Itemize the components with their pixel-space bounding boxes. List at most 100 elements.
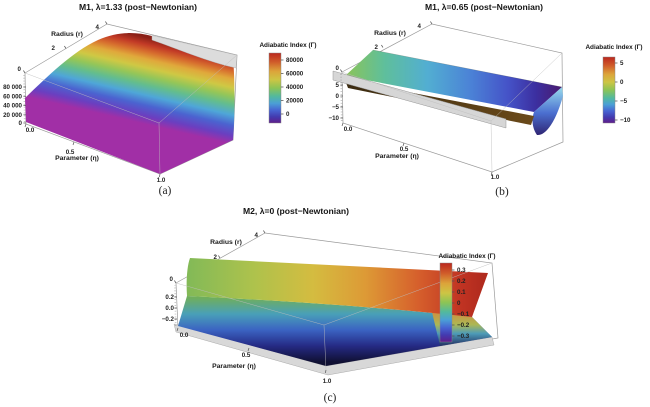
plot-b-radius-tick: 4	[418, 23, 422, 30]
plot-a-radius-ticks	[23, 21, 108, 74]
plot-c-z-tick: 0.0	[165, 305, 174, 312]
plot-a-colorbar-ticks	[281, 59, 284, 115]
plot-c-colorbar-gradient	[439, 262, 453, 343]
plot-a-colorbar-tick: 20000	[286, 98, 304, 105]
plot-a-parameter-axis-label: Parameter (η)	[55, 155, 99, 162]
plot-c-z-ticks	[174, 296, 177, 320]
plot-b-colorbar: Adiabatic Index (Γ) 5 0 −5 −10	[585, 44, 642, 124]
plot-c-radius-axis-label: Radius (r)	[210, 239, 242, 246]
plot-c-colorbar-tick: −0.3	[457, 333, 470, 340]
plot-a-z-minor-ticks	[23, 74, 26, 123]
plot-a-colorbar-tick: 40000	[286, 84, 304, 91]
plot-a-radius-tick: 0	[18, 66, 22, 73]
plot-c-radius-tick: 0	[170, 276, 174, 283]
plot-a-colorbar: Adiabatic Index (Γ) 80000 60000 40000 20…	[259, 42, 317, 124]
plot-c-parameter-tick: 1.0	[323, 378, 332, 385]
plot-b-colorbar-gradient	[602, 56, 616, 124]
plot-c-colorbar: Adiabatic Index (Γ) 0.3 0.2 0.1 0 −0.1 −…	[438, 253, 496, 343]
plot-a-caption: (a)	[159, 185, 172, 197]
plot-b-z-tick: 5	[336, 82, 340, 89]
plot-c-z-tick: 0.2	[165, 294, 174, 301]
plot-a-front-edges	[24, 54, 238, 175]
plot-b-parameter-ticks	[341, 122, 493, 176]
plot-a-title: M1, λ=1.33 (post−Newtonian)	[79, 2, 197, 12]
surface-plot-c: M2, λ=0 (post−Newtonian) Radius (r) 0 2 …	[162, 206, 499, 404]
plot-a-colorbar-gradient	[268, 52, 282, 124]
plot-b-caption: (b)	[495, 186, 509, 198]
plot-a-parameter-ticks	[24, 123, 161, 178]
plot-c-z-tick: −0.2	[162, 316, 175, 323]
plot-b-front-edges	[341, 52, 563, 173]
plot-a-z-tick: 80 000	[3, 84, 22, 91]
plot-a-z-tick: 0	[19, 120, 23, 127]
plot-b-radius-ticks	[340, 21, 433, 73]
plot-b-radius-tick: 0	[336, 65, 340, 72]
plot-b-radius-axis-label: Radius (r)	[374, 30, 406, 37]
plot-c-colorbar-tick: 0.1	[457, 289, 466, 296]
plot-b-z-tick: −5	[332, 104, 340, 111]
plot-b-surface	[345, 50, 562, 112]
plot-a-radius-axis-label: Radius (r)	[51, 31, 83, 38]
plot-c-colorbar-label: Adiabatic Index (Γ)	[438, 253, 495, 260]
plot-c-radius-tick: 4	[255, 232, 259, 239]
surface-plot-a: M1, λ=1.33 (post−Newtonian) Radius (r) 0…	[3, 2, 317, 197]
plot-b-z-ticks	[340, 84, 343, 119]
plot-c-colorbar-tick: 0.3	[457, 267, 466, 274]
plot-b-clip-plane	[332, 70, 507, 129]
plot-a-colorbar-label: Adiabatic Index (Γ)	[259, 42, 316, 49]
plot-c-parameter-axis-label: Parameter (η)	[212, 363, 256, 370]
plot-a-parameter-tick: 0.0	[26, 127, 35, 134]
panel-b: M1, λ=0.65 (post−Newtonian) Radius (r) 0…	[325, 0, 650, 205]
plot-b-colorbar-tick: 0	[620, 79, 624, 86]
plot-a-radius-tick: 2	[52, 45, 56, 52]
plot-c-colorbar-tick: 0.2	[457, 278, 466, 285]
plot-a-z-tick: 20 000	[3, 112, 22, 119]
plot-a-surface	[25, 33, 235, 174]
panel-c: M2, λ=0 (post−Newtonian) Radius (r) 0 2 …	[130, 200, 520, 407]
plot-c-surface	[186, 258, 488, 317]
plot-a-parameter-tick: 0.5	[66, 149, 75, 156]
plot-c-z-minor-ticks	[174, 284, 177, 327]
plot-c-front-edges	[175, 262, 493, 371]
plot-c-colorbar-tick: −0.1	[457, 311, 470, 318]
surface-plot-b: M1, λ=0.65 (post−Newtonian) Radius (r) 0…	[329, 2, 643, 198]
plot-c-parameter-tick: 0.0	[180, 332, 189, 339]
plot-c-parameter-ticks	[176, 327, 327, 374]
plot-b-z-tick: 0	[336, 93, 340, 100]
plot-b-colorbar-tick: 5	[620, 60, 624, 67]
plot-b-parameter-tick: 1.0	[491, 174, 500, 181]
plot-b-radius-tick: 2	[375, 44, 379, 51]
plot-a-clip-plane	[151, 35, 238, 69]
plot-b-z-minor-ticks	[340, 73, 343, 122]
plot-b-colorbar-ticks	[615, 62, 618, 121]
plot-a-colorbar-tick: 80000	[286, 57, 304, 64]
plot-b-parameter-axis-label: Parameter (η)	[375, 153, 419, 160]
plot-a-radius-tick: 4	[96, 24, 100, 31]
plot-a-colorbar-tick: 0	[286, 111, 290, 118]
plot-b-colorbar-tick: −10	[620, 117, 631, 124]
plot-b-z-tick: −10	[329, 115, 340, 122]
plot-c-surface-front	[178, 296, 492, 366]
plot-c-radius-tick: 2	[214, 254, 218, 261]
plot-a-colorbar-tick: 60000	[286, 71, 304, 78]
plot-c-colorbar-ticks	[452, 269, 455, 337]
plot-a-z-tick: 60 000	[3, 93, 22, 100]
plot-b-parameter-tick: 0.0	[344, 126, 353, 133]
plot-b-title: M1, λ=0.65 (post−Newtonian)	[425, 2, 543, 12]
plot-c-colorbar-tick: 0	[457, 300, 461, 307]
plot-c-title: M2, λ=0 (post−Newtonian)	[243, 206, 349, 216]
plot-c-caption: (c)	[324, 392, 337, 404]
plot-c-parameter-tick: 0.5	[242, 352, 251, 359]
plot-b-surface-back-edge	[372, 49, 563, 88]
plot-c-radius-ticks	[174, 230, 266, 284]
plot-b-parameter-tick: 0.5	[400, 146, 409, 153]
panel-a: M1, λ=1.33 (post−Newtonian) Radius (r) 0…	[0, 0, 325, 205]
plot-b-colorbar-label: Adiabatic Index (Γ)	[585, 44, 642, 51]
plot-b-surface-curl	[532, 87, 563, 136]
plot-a-z-ticks	[23, 86, 26, 124]
plot-a-parameter-tick: 1.0	[157, 177, 166, 184]
plot-b-colorbar-tick: −5	[620, 98, 628, 105]
plot-a-z-tick: 40 000	[3, 103, 22, 110]
plot-c-colorbar-tick: −0.2	[457, 322, 470, 329]
